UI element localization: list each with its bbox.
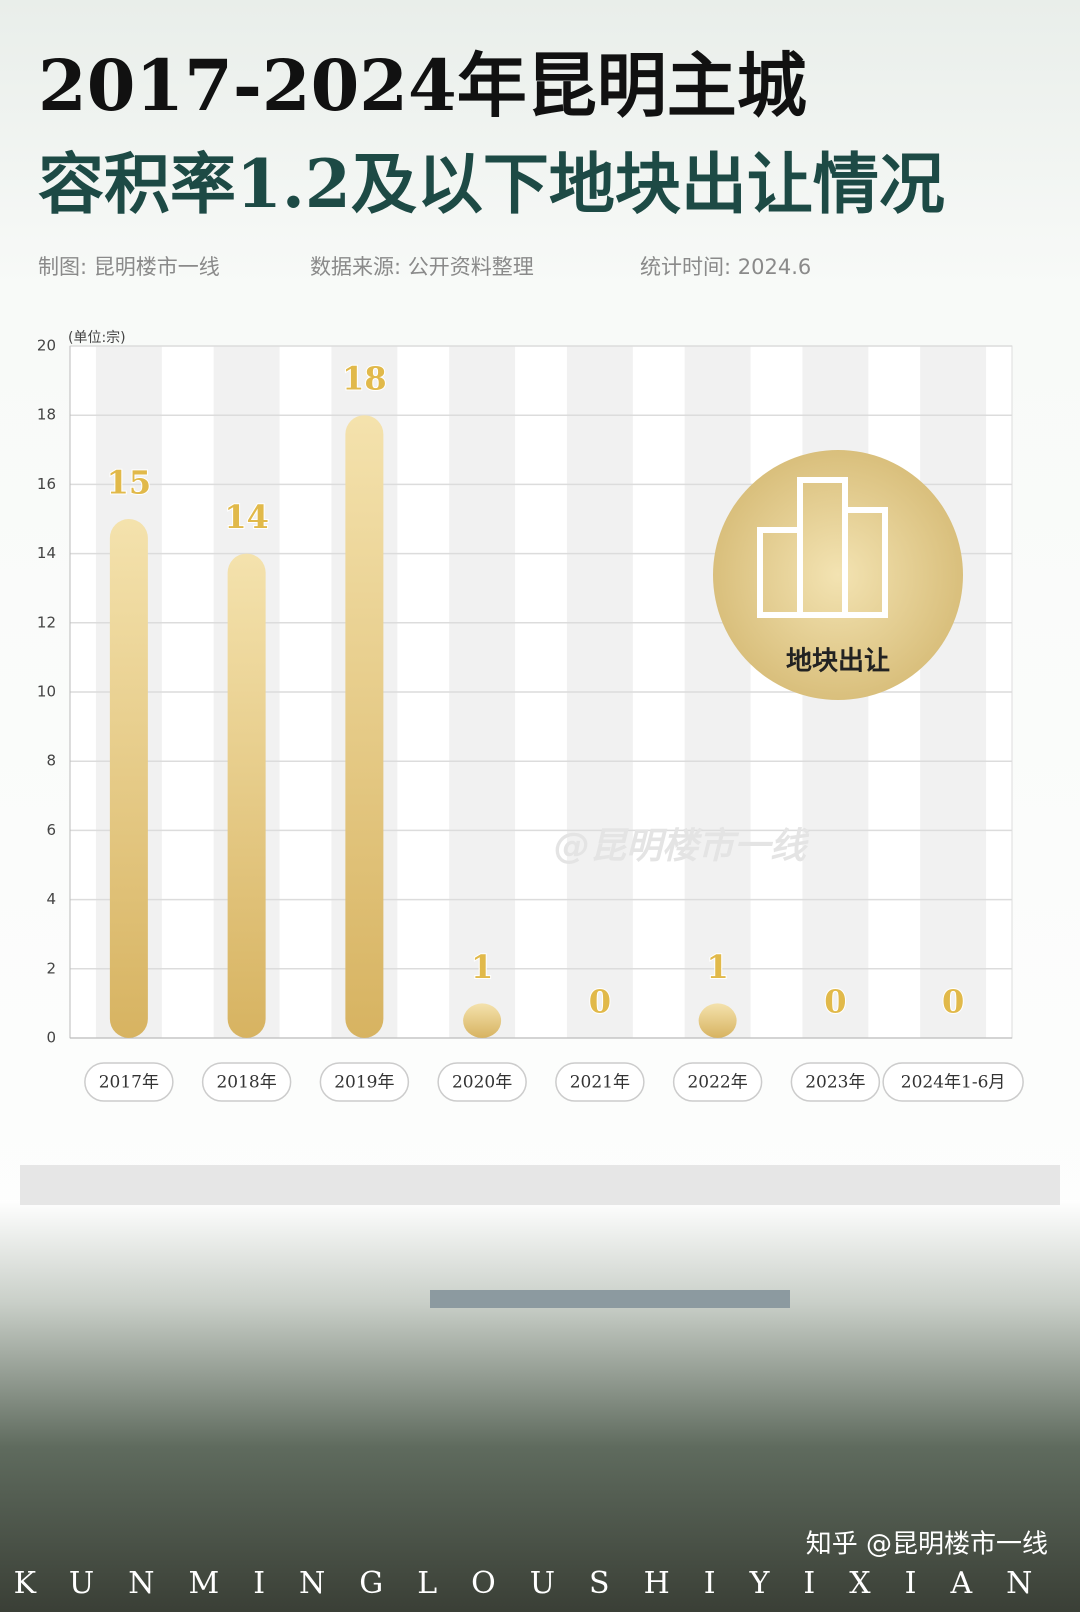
y-tick-label: 0 [46,1029,56,1047]
y-axis-label: (单位:宗) [68,330,126,346]
x-tick-label: 2017年 [99,1073,159,1093]
value-label: 18 [342,360,387,398]
y-tick-label: 10 [37,683,56,701]
badge [713,450,963,700]
x-tick-label: 2021年 [570,1073,630,1093]
badge-label: 地块出让 [786,647,890,677]
y-tick-label: 2 [46,959,56,977]
y-tick-label: 6 [46,821,56,839]
note: 制图: 昆明楼市一线 [38,255,220,279]
photo-backdrop [0,1200,1080,1612]
category-pill [672,1062,763,1102]
y-tick-label: 12 [37,613,56,631]
x-tick-label: 2020年 [452,1073,512,1093]
category-pill [882,1062,1024,1102]
title-line: 2017-2024年昆明主城 [38,44,807,127]
x-tick-label: 2019年 [334,1073,394,1093]
watermark: @昆明楼市一线 [554,826,810,867]
value-label: 1 [471,948,493,986]
x-tick-label: 2018年 [216,1073,276,1093]
x-tick-label: 2024年1-6月 [901,1073,1006,1093]
note: 统计时间: 2024.6 [640,255,811,279]
badge-icon [757,477,888,618]
y-tick-label: 14 [37,544,56,562]
bar [698,1003,737,1038]
category-pill [555,1062,645,1102]
value-label: 0 [589,983,611,1021]
value-label: 0 [824,983,846,1021]
y-tick-label: 8 [46,752,56,770]
value-label: 0 [942,983,964,1021]
y-tick-label: 16 [37,475,56,493]
y-tick-label: 20 [37,337,56,355]
note: 数据来源: 公开资料整理 [310,255,534,279]
footer: KUNMINGLOUSHIYIXIAN [14,1566,1067,1601]
category-pill [319,1062,410,1102]
value-label: 15 [107,464,152,502]
bar [109,519,148,1038]
y-tick-label: 4 [46,890,56,908]
title-line: 容积率1.2及以下地块出让情况 [38,145,945,223]
value-label: 14 [224,498,269,536]
bar [227,553,266,1038]
credit: 知乎 @昆明楼市一线 [806,1530,1048,1560]
category-pill [201,1062,292,1102]
x-tick-label: 2022年 [687,1073,747,1093]
x-tick-label: 2023年 [805,1073,865,1093]
category-pill [790,1062,881,1102]
bar [345,415,384,1038]
category-pill [437,1062,527,1102]
value-label: 1 [706,948,728,986]
divider [20,1165,1060,1205]
plot-area: 024681012141618202017年152018年142019年1820… [37,337,1024,1102]
category-pill [84,1062,174,1102]
pergola [430,1290,790,1308]
bar [463,1003,502,1038]
y-tick-label: 18 [37,406,56,424]
